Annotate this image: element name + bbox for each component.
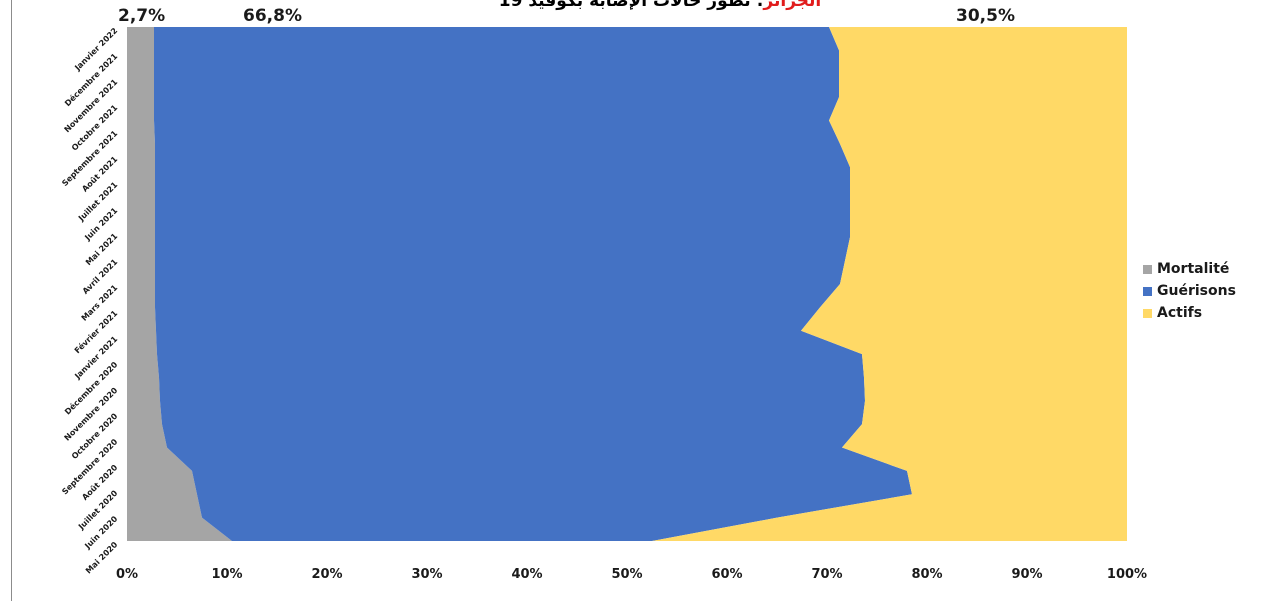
legend-label-active: Actifs <box>1157 305 1203 321</box>
x-tick-label: 0% <box>116 567 138 582</box>
y-tick-label: Octobre 2021 <box>70 103 120 153</box>
area-recoveries <box>154 27 912 541</box>
legend: Mortalité Guérisons Actifs <box>1143 258 1236 324</box>
legend-swatch-active <box>1143 308 1152 318</box>
x-tick-label: 40% <box>511 567 542 582</box>
window-frame-edge <box>11 0 12 601</box>
legend-label-recoveries: Guérisons <box>1157 283 1236 299</box>
y-tick-label: Octobre 2020 <box>70 411 120 461</box>
x-tick-label: 80% <box>911 567 942 582</box>
legend-swatch-mortality <box>1143 264 1152 274</box>
legend-item-recoveries: Guérisons <box>1143 280 1236 302</box>
x-tick-label: 10% <box>211 567 242 582</box>
area-active <box>652 27 1127 541</box>
x-tick-label: 30% <box>411 567 442 582</box>
legend-label-mortality: Mortalité <box>1157 261 1230 277</box>
legend-item-active: Actifs <box>1143 302 1236 324</box>
y-tick-label: Janvier 2022 <box>72 26 119 73</box>
x-tick-label: 50% <box>611 567 642 582</box>
top-label-mortality: 2,7% <box>118 6 166 26</box>
x-axis-ticks: 0% 10% 20% 30% 40% 50% 60% 70% 80% 90% 100% <box>116 567 1147 582</box>
legend-item-mortality: Mortalité <box>1143 258 1236 280</box>
chart-title-main: : تطور حالات الإصابة بكوفيد 19 <box>498 0 764 11</box>
chart-title: الجزائر: تطور حالات الإصابة بكوفيد 19 <box>460 0 860 11</box>
top-label-recoveries: 66,8% <box>243 6 302 26</box>
y-tick-label: Février 2021 <box>72 308 120 356</box>
x-tick-label: 70% <box>811 567 842 582</box>
x-tick-label: 90% <box>1011 567 1042 582</box>
x-tick-label: 60% <box>711 567 742 582</box>
stacked-areas <box>127 27 1127 541</box>
top-label-active: 30,5% <box>956 6 1015 26</box>
chart-title-accent: الجزائر <box>763 0 822 11</box>
x-tick-label: 100% <box>1107 567 1147 582</box>
legend-swatch-recoveries <box>1143 286 1152 296</box>
x-tick-label: 20% <box>311 567 342 582</box>
area-mortality <box>127 27 232 541</box>
